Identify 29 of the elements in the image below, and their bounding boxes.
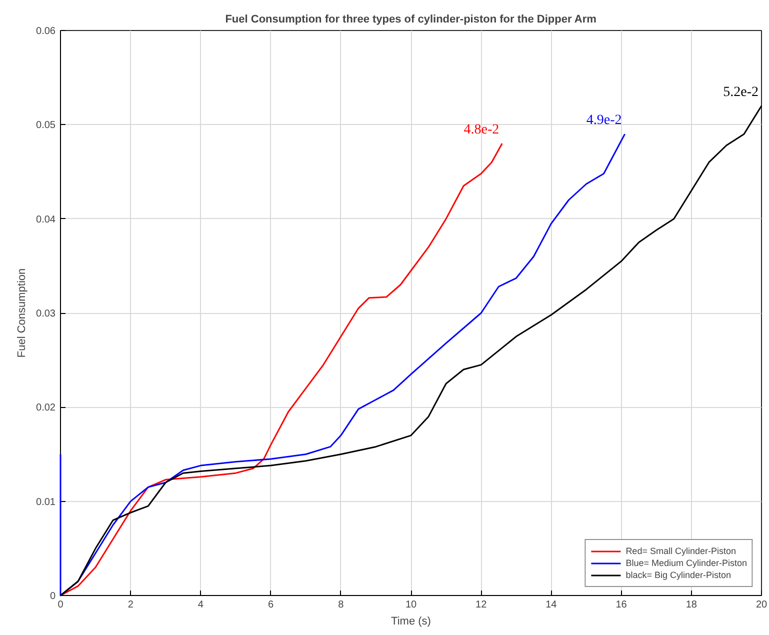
chart-title: Fuel Consumption for three types of cylinder-piston for the Dipper Arm: [225, 14, 597, 26]
line-series: [60, 133, 626, 596]
y-tick-label: 0.06: [36, 26, 56, 37]
annotation: 4.8e-2: [464, 122, 500, 138]
x-tick-label: 2: [128, 600, 134, 610]
annotation: 5.2e-2: [723, 84, 759, 100]
y-tick-label: 0.02: [36, 402, 56, 414]
x-tick-label: 8: [338, 600, 344, 610]
x-tick-label: 14: [546, 600, 558, 610]
y-tick-label: 0.03: [36, 308, 56, 320]
annotation: 4.9e-2: [586, 113, 622, 128]
line-series: [60, 142, 503, 596]
x-tick-label: 4: [198, 600, 204, 610]
x-tick-label: 20: [756, 600, 768, 610]
legend-label: Red= Small Cylinder-Piston: [626, 545, 736, 557]
x-tick-label: 18: [686, 600, 698, 610]
x-tick-label: 12: [476, 600, 488, 610]
x-tick-label: 0: [58, 600, 64, 610]
y-axis-title: Fuel Consumption: [16, 268, 28, 358]
x-tick-label: 6: [268, 600, 274, 610]
x-tick-label: 16: [616, 600, 628, 610]
y-tick-label: 0.05: [36, 120, 56, 132]
y-tick-label: 0.01: [36, 496, 56, 508]
x-tick-label: 10: [405, 600, 417, 610]
legend-label: Blue= Medium Cylinder-Piston: [626, 557, 747, 569]
legend-label: black= Big Cylinder-Piston: [626, 569, 731, 581]
y-tick-label: 0: [50, 591, 56, 602]
x-axis-title: Time (s): [391, 616, 431, 628]
y-tick-label: 0.04: [36, 214, 56, 226]
